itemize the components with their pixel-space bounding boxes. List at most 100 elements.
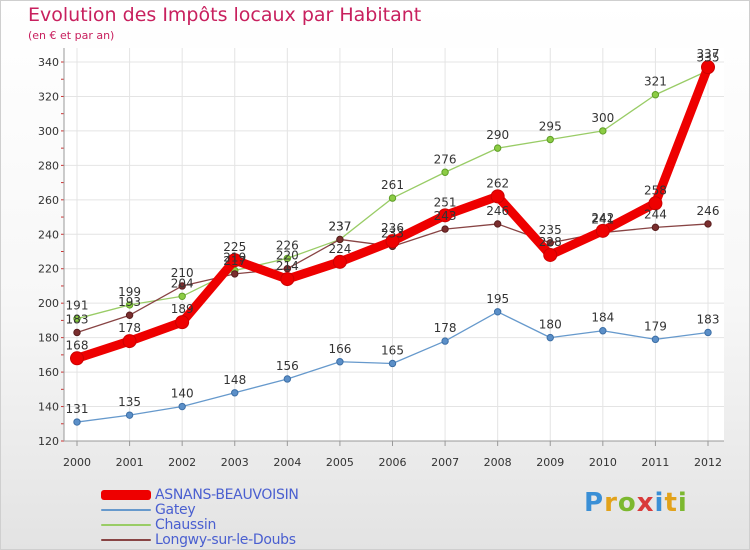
data-point: [231, 389, 239, 397]
data-point: [283, 254, 292, 263]
data-label: 195: [486, 292, 509, 306]
y-tick-label: 300: [38, 125, 59, 138]
data-label: 261: [381, 178, 404, 192]
data-label: 246: [697, 204, 720, 218]
data-label: 180: [539, 318, 562, 332]
x-tick-label: 2007: [431, 456, 459, 469]
y-tick-label: 160: [38, 366, 59, 379]
data-label: 179: [644, 319, 667, 333]
y-tick-label: 220: [38, 263, 59, 276]
data-point: [227, 253, 242, 268]
data-label: 165: [381, 343, 404, 357]
data-label: 300: [591, 111, 614, 125]
data-point: [493, 220, 502, 228]
proxiti-logo: Proxiti: [584, 488, 688, 518]
y-tick-label: 320: [38, 90, 59, 103]
data-point: [336, 358, 344, 366]
legend: ASNANS-BEAUVOISIN Gatey Chaussin Longwy-…: [101, 486, 299, 548]
data-label: 237: [328, 219, 351, 233]
data-label: 178: [118, 321, 141, 335]
legend-swatch: [101, 489, 151, 500]
legend-item: Gatey: [101, 501, 299, 518]
data-label: 189: [171, 302, 194, 316]
data-label: 214: [276, 259, 299, 273]
data-point: [336, 235, 344, 244]
data-label: 183: [66, 312, 89, 326]
data-point: [178, 402, 186, 411]
data-point: [546, 239, 554, 247]
data-point: [125, 301, 134, 309]
y-tick-label: 140: [38, 401, 59, 414]
logo-letter: o: [617, 488, 637, 518]
x-tick-label: 2003: [221, 456, 249, 469]
legend-swatch: [101, 508, 151, 511]
data-point: [546, 333, 554, 342]
legend-item: ASNANS-BEAUVOISIN: [101, 486, 299, 503]
legend-label: Gatey: [155, 501, 196, 518]
data-point: [651, 223, 660, 232]
data-point: [438, 208, 453, 223]
data-label: 258: [644, 183, 667, 197]
data-label: 262: [486, 176, 509, 190]
data-label: 217: [223, 254, 246, 268]
x-tick-label: 2001: [116, 456, 144, 469]
data-label: 224: [328, 242, 351, 256]
data-label: 184: [591, 311, 614, 325]
data-point: [441, 337, 449, 345]
x-tick-label: 2006: [379, 456, 407, 469]
data-point: [595, 223, 610, 238]
x-tick-label: 2005: [326, 456, 354, 469]
data-point: [704, 328, 712, 337]
data-label: 276: [434, 152, 457, 166]
logo-letter: i: [654, 488, 665, 518]
data-point: [704, 220, 712, 228]
data-point: [178, 292, 186, 300]
data-point: [283, 375, 292, 383]
data-label: 228: [539, 235, 562, 249]
data-label: 243: [434, 209, 457, 223]
logo-letter: t: [664, 488, 678, 518]
legend-swatch: [101, 538, 151, 541]
data-label: 168: [66, 338, 89, 352]
series-gatey: [73, 308, 712, 426]
data-label: 166: [328, 342, 351, 356]
data-point: [283, 265, 292, 273]
data-point: [651, 91, 660, 99]
y-tick-label: 200: [38, 297, 59, 310]
data-point: [175, 315, 190, 330]
x-tick-label: 2008: [484, 456, 512, 469]
data-label: 290: [486, 128, 509, 142]
data-point: [125, 311, 134, 319]
data-point: [493, 308, 502, 316]
data-label: 191: [66, 299, 89, 313]
y-tick-label: 180: [38, 332, 59, 345]
data-label: 178: [434, 321, 457, 335]
y-tick-label: 260: [38, 194, 59, 207]
y-tick-label: 280: [38, 159, 59, 172]
legend-label: Chaussin: [155, 516, 217, 533]
data-label: 210: [171, 266, 194, 280]
data-point: [332, 254, 347, 269]
data-label: 337: [697, 47, 720, 61]
data-label: 148: [223, 373, 246, 387]
data-point: [280, 272, 295, 287]
data-point: [385, 234, 400, 249]
chart-title: Evolution des Impôts locaux par Habitant: [28, 4, 422, 26]
data-point: [493, 144, 502, 152]
line-chart: 120 140 160 180 200 220 240 260 280 300 320 340 2000…: [38, 47, 724, 469]
data-point: [73, 418, 81, 426]
logo-letter: P: [584, 488, 605, 518]
data-point: [231, 270, 239, 278]
legend-item: Longwy-sur-le-Doubs: [101, 532, 299, 548]
data-label: 219: [223, 250, 246, 264]
x-tick-label: 2012: [694, 456, 722, 469]
data-label: 237: [328, 219, 351, 233]
chart-subtitle: (en € et par an): [28, 29, 115, 42]
x-tick-label: 2010: [589, 456, 617, 469]
legend-label: ASNANS-BEAUVOISIN: [155, 486, 299, 503]
data-label: 225: [223, 240, 246, 254]
data-point: [388, 359, 397, 368]
data-label: 242: [591, 211, 614, 225]
data-label: 131: [66, 402, 89, 416]
